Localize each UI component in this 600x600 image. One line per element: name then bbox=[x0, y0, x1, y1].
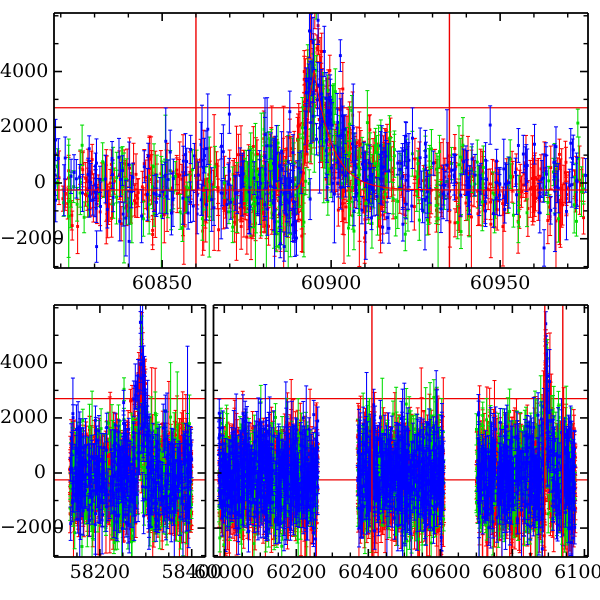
panel2-ytick-label: 2000 bbox=[0, 406, 46, 428]
panel2-ytick-label: 0 bbox=[0, 461, 46, 483]
panel2-ytick-label: −2000 bbox=[0, 516, 46, 538]
bottom-panel: −2000 0 2000 4000 58200 58400 60000 60200 60400 6… bbox=[0, 0, 600, 600]
figure-root: −2000 0 2000 4000 60850 60900 60950 −2000 0 2000… bbox=[0, 0, 600, 600]
panel2-xtick-label: 58200 bbox=[55, 561, 145, 583]
panel2-xtick-label: 61000 bbox=[539, 561, 600, 583]
panel2-canvas bbox=[0, 0, 600, 600]
panel2-ytick-label: 4000 bbox=[0, 351, 46, 373]
